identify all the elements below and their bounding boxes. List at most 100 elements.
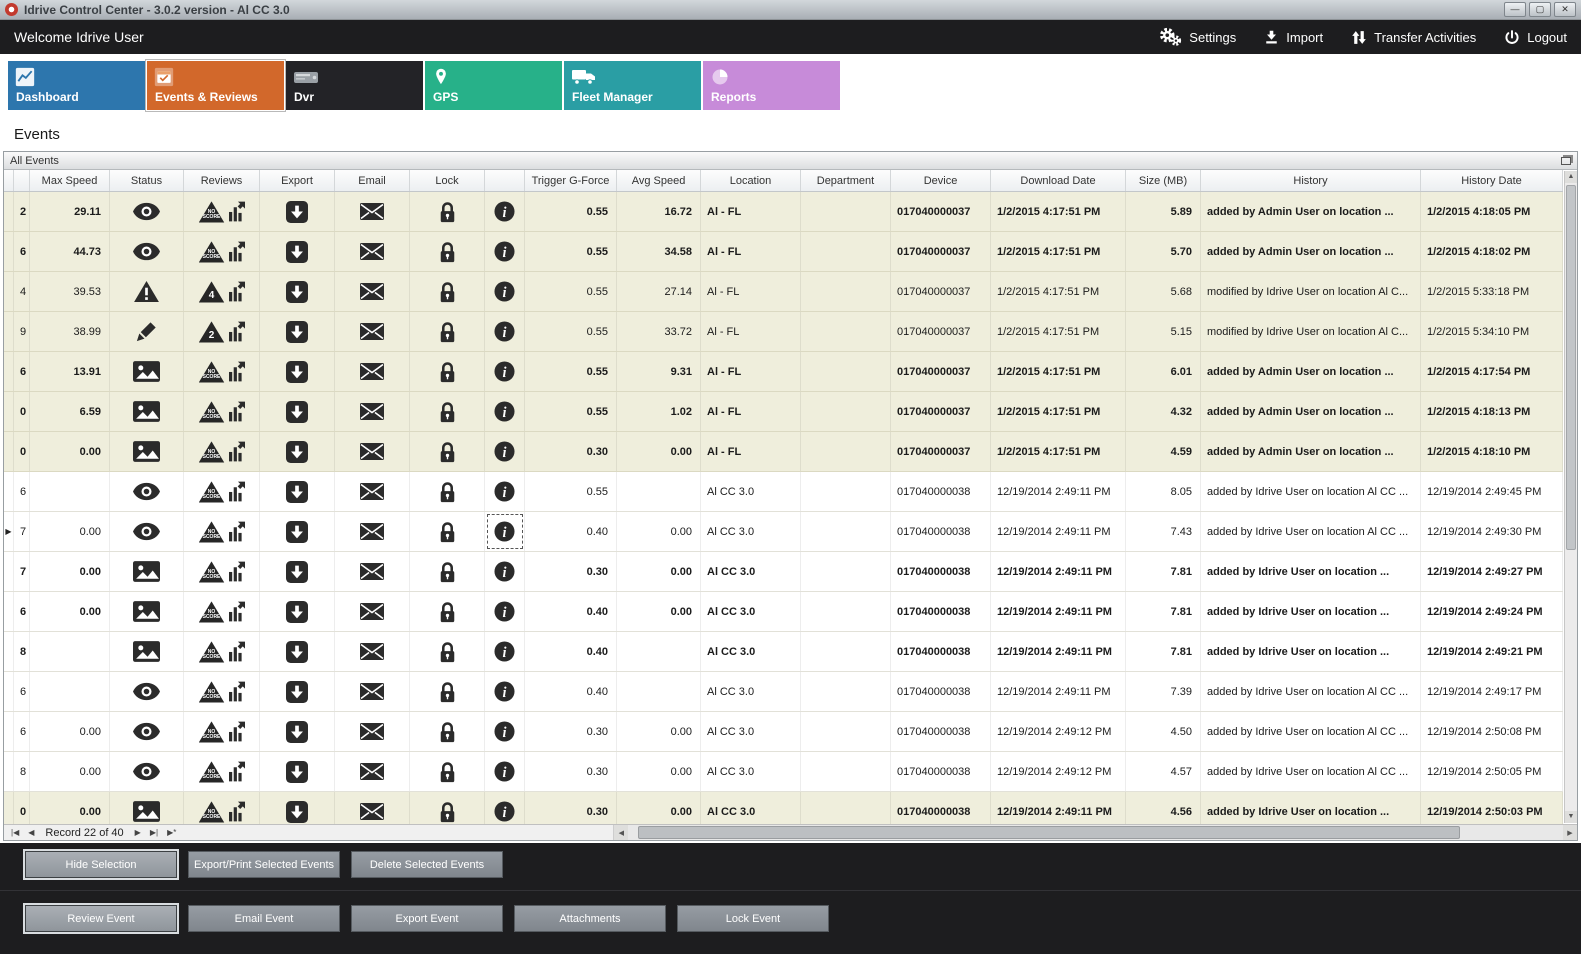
column-header-download-date[interactable]: Download Date bbox=[991, 170, 1126, 191]
column-header-export[interactable]: Export bbox=[260, 170, 335, 191]
event-row[interactable]: 0 6.59 NO SCORE 0.55 1.02 Al - FL 0170400… bbox=[4, 392, 1563, 432]
email-button[interactable] bbox=[335, 552, 410, 591]
export-button[interactable] bbox=[260, 552, 335, 591]
lock-button[interactable] bbox=[410, 552, 485, 591]
column-header-avg-speed[interactable]: Avg Speed bbox=[617, 170, 701, 191]
column-header-department[interactable]: Department bbox=[801, 170, 891, 191]
tab-dvr[interactable]: Dvr bbox=[286, 61, 423, 110]
export-button[interactable] bbox=[260, 472, 335, 511]
info-button[interactable] bbox=[485, 552, 525, 591]
lock-button[interactable] bbox=[410, 712, 485, 751]
lock-button[interactable] bbox=[410, 672, 485, 711]
email-button[interactable] bbox=[335, 352, 410, 391]
status-image-icon[interactable] bbox=[110, 432, 184, 471]
column-header-location[interactable]: Location bbox=[701, 170, 801, 191]
info-button[interactable] bbox=[485, 192, 525, 231]
transfer-activities-button[interactable]: Transfer Activities bbox=[1351, 29, 1476, 46]
column-header-history[interactable]: History bbox=[1201, 170, 1421, 191]
status-eye-icon[interactable] bbox=[110, 232, 184, 271]
status-eye-icon[interactable] bbox=[110, 752, 184, 791]
info-button[interactable] bbox=[485, 432, 525, 471]
status-warning-icon[interactable] bbox=[110, 272, 184, 311]
event-row[interactable]: 6 13.91 NO SCORE 0.55 9.31 Al - FL 017040… bbox=[4, 352, 1563, 392]
reviews-cell[interactable]: NO SCORE bbox=[184, 712, 260, 751]
review-event-button[interactable]: Review Event bbox=[25, 905, 177, 932]
info-button[interactable] bbox=[485, 592, 525, 631]
lock-button[interactable] bbox=[410, 272, 485, 311]
info-button[interactable] bbox=[485, 512, 525, 551]
event-row[interactable]: 6 0.00 NO SCORE 0.40 0.00 Al CC 3.0 01704… bbox=[4, 592, 1563, 632]
lock-button[interactable] bbox=[410, 592, 485, 631]
tab-fleet-manager[interactable]: Fleet Manager bbox=[564, 61, 701, 110]
info-button[interactable] bbox=[485, 712, 525, 751]
reviews-cell[interactable]: NO SCORE bbox=[184, 232, 260, 271]
horizontal-scroll-thumb[interactable] bbox=[637, 826, 1461, 839]
status-image-icon[interactable] bbox=[110, 552, 184, 591]
scroll-up-icon[interactable]: ▲ bbox=[1565, 171, 1577, 183]
email-button[interactable] bbox=[335, 472, 410, 511]
event-row[interactable]: 6 NO SCORE 0.40 Al CC 3.0 017040000038 12… bbox=[4, 672, 1563, 712]
status-eye-icon[interactable] bbox=[110, 672, 184, 711]
tab-gps[interactable]: GPS bbox=[425, 61, 562, 110]
status-eye-icon[interactable] bbox=[110, 472, 184, 511]
reviews-cell[interactable]: NO SCORE bbox=[184, 352, 260, 391]
info-button[interactable] bbox=[485, 472, 525, 511]
first-record-button[interactable]: |◀ bbox=[11, 828, 20, 837]
info-button[interactable] bbox=[485, 632, 525, 671]
reviews-cell[interactable]: NO SCORE bbox=[184, 752, 260, 791]
email-button[interactable] bbox=[335, 672, 410, 711]
info-button[interactable] bbox=[485, 752, 525, 791]
export-button[interactable] bbox=[260, 792, 335, 824]
lock-button[interactable] bbox=[410, 752, 485, 791]
info-button[interactable] bbox=[485, 232, 525, 271]
column-header-blank[interactable] bbox=[14, 170, 30, 191]
event-row[interactable]: 0 0.00 NO SCORE 0.30 0.00 Al - FL 0170400… bbox=[4, 432, 1563, 472]
event-row[interactable]: 0 0.00 NO SCORE 0.30 0.00 Al CC 3.0 01704… bbox=[4, 792, 1563, 824]
event-row[interactable]: 8 NO SCORE 0.40 Al CC 3.0 017040000038 12… bbox=[4, 632, 1563, 672]
event-row[interactable]: ▶ 7 0.00 NO SCORE 0.40 0.00 Al CC 3.0 017… bbox=[4, 512, 1563, 552]
export-button[interactable] bbox=[260, 712, 335, 751]
reviews-cell[interactable]: 2 bbox=[184, 312, 260, 351]
lock-button[interactable] bbox=[410, 632, 485, 671]
email-button[interactable] bbox=[335, 392, 410, 431]
export-button[interactable] bbox=[260, 392, 335, 431]
reviews-cell[interactable]: NO SCORE bbox=[184, 552, 260, 591]
column-header-device[interactable]: Device bbox=[891, 170, 991, 191]
attachments-button[interactable]: Attachments bbox=[514, 905, 666, 932]
lock-button[interactable] bbox=[410, 312, 485, 351]
close-button[interactable]: ✕ bbox=[1554, 2, 1576, 17]
reviews-cell[interactable]: NO SCORE bbox=[184, 792, 260, 824]
event-row[interactable]: 6 44.73 NO SCORE 0.55 34.58 Al - FL 01704… bbox=[4, 232, 1563, 272]
settings-button[interactable]: Settings bbox=[1158, 27, 1236, 47]
event-row[interactable]: 2 29.11 NO SCORE 0.55 16.72 Al - FL 01704… bbox=[4, 192, 1563, 232]
info-button[interactable] bbox=[485, 312, 525, 351]
info-button[interactable] bbox=[485, 272, 525, 311]
column-header-lock[interactable]: Lock bbox=[410, 170, 485, 191]
info-button[interactable] bbox=[485, 352, 525, 391]
email-button[interactable] bbox=[335, 712, 410, 751]
lock-button[interactable] bbox=[410, 192, 485, 231]
column-header-status[interactable]: Status bbox=[110, 170, 184, 191]
lock-button[interactable] bbox=[410, 792, 485, 824]
export-event-button[interactable]: Export Event bbox=[351, 905, 503, 932]
minimize-button[interactable]: — bbox=[1504, 2, 1526, 17]
export-button[interactable] bbox=[260, 312, 335, 351]
panel-restore-icon[interactable] bbox=[1561, 156, 1571, 165]
export-button[interactable] bbox=[260, 672, 335, 711]
status-eye-icon[interactable] bbox=[110, 712, 184, 751]
scroll-right-icon[interactable]: ▶ bbox=[1563, 825, 1577, 840]
email-button[interactable] bbox=[335, 272, 410, 311]
status-image-icon[interactable] bbox=[110, 392, 184, 431]
event-row[interactable]: 4 39.53 4 0.55 27.14 Al - FL 01704000003… bbox=[4, 272, 1563, 312]
email-button[interactable] bbox=[335, 192, 410, 231]
next-record-button[interactable]: ▶ bbox=[134, 828, 141, 837]
lock-button[interactable] bbox=[410, 472, 485, 511]
lock-button[interactable] bbox=[410, 392, 485, 431]
status-image-icon[interactable] bbox=[110, 352, 184, 391]
delete-selected-events-button[interactable]: Delete Selected Events bbox=[351, 851, 503, 878]
column-header-max-speed[interactable]: Max Speed bbox=[30, 170, 110, 191]
email-button[interactable] bbox=[335, 432, 410, 471]
scroll-down-icon[interactable]: ▼ bbox=[1565, 811, 1577, 823]
export-button[interactable] bbox=[260, 752, 335, 791]
export-button[interactable] bbox=[260, 192, 335, 231]
